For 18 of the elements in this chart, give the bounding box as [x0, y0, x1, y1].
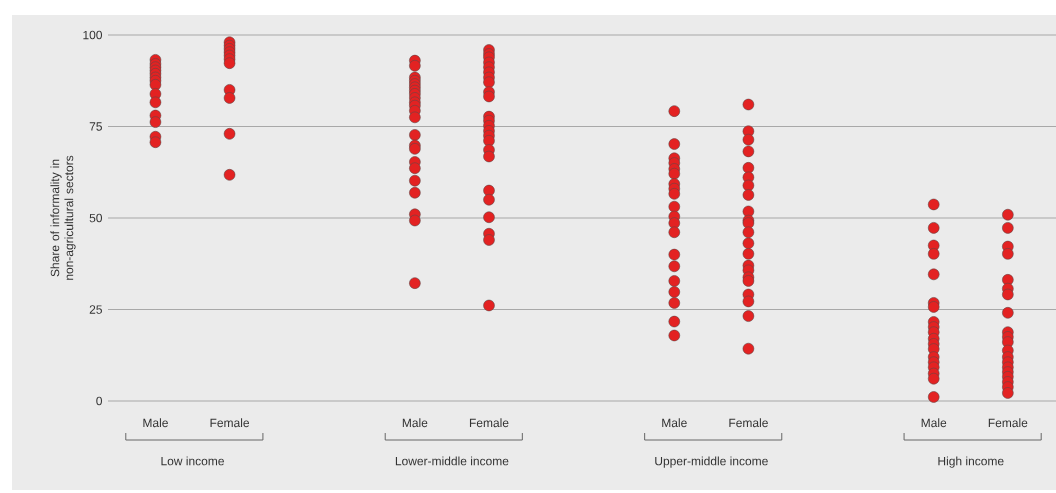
x-tick-label: Upper-middle income	[655, 456, 768, 468]
x-tick-label: High income	[938, 456, 1004, 468]
y-tick-label: 100	[83, 30, 103, 40]
series-label: Male	[921, 418, 947, 428]
y-tick-label: 50	[89, 213, 103, 223]
text: Female	[210, 418, 250, 428]
y-tick-label: 0	[96, 396, 103, 406]
text: Female	[469, 418, 509, 428]
text: Male	[143, 418, 168, 428]
text: Male	[402, 418, 428, 428]
x-tick-label: Low income	[161, 456, 224, 466]
y-tick-label: 75	[89, 122, 102, 131]
text: Female	[729, 418, 768, 428]
text: Male	[662, 418, 687, 428]
x-tick-label: Lower-middle income	[395, 456, 509, 466]
y-tick-label: 25	[89, 305, 102, 314]
y-axis-title: Share of informality in non-agricultural sectors	[50, 155, 76, 280]
text: Female	[988, 418, 1028, 428]
